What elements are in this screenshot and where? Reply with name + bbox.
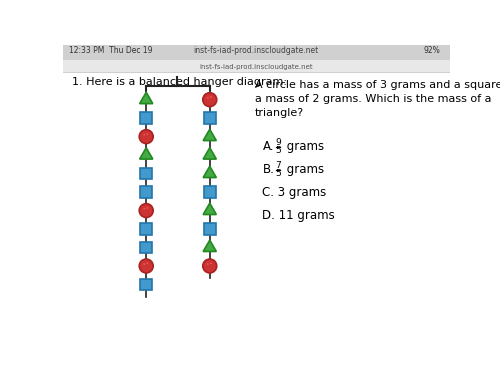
- Polygon shape: [203, 240, 216, 252]
- FancyBboxPatch shape: [204, 112, 216, 124]
- Text: grams: grams: [284, 163, 325, 176]
- Text: A.: A.: [262, 140, 274, 153]
- FancyBboxPatch shape: [204, 186, 216, 198]
- Text: A circle has a mass of 3 grams and a square has
a mass of 2 grams. Which is the : A circle has a mass of 3 grams and a squ…: [254, 80, 500, 118]
- FancyBboxPatch shape: [140, 279, 152, 290]
- FancyBboxPatch shape: [140, 112, 152, 124]
- Text: inst-fs-iad-prod.inscloudgate.net: inst-fs-iad-prod.inscloudgate.net: [200, 63, 313, 69]
- Polygon shape: [203, 203, 216, 214]
- Circle shape: [146, 207, 148, 209]
- Circle shape: [203, 259, 216, 273]
- Text: grams: grams: [284, 140, 325, 153]
- Circle shape: [144, 263, 145, 265]
- Circle shape: [144, 208, 145, 210]
- Polygon shape: [140, 92, 153, 104]
- FancyBboxPatch shape: [204, 223, 216, 235]
- Text: 7: 7: [275, 161, 281, 170]
- Circle shape: [139, 204, 153, 218]
- Circle shape: [144, 134, 145, 136]
- Text: C. 3 grams: C. 3 grams: [262, 186, 326, 200]
- Text: inst-fs-iad-prod.inscloudgate.net: inst-fs-iad-prod.inscloudgate.net: [194, 46, 319, 55]
- Polygon shape: [203, 129, 216, 141]
- Circle shape: [139, 259, 153, 273]
- Circle shape: [210, 262, 212, 264]
- FancyBboxPatch shape: [140, 168, 152, 179]
- FancyBboxPatch shape: [62, 60, 450, 72]
- Text: B.: B.: [262, 163, 274, 176]
- Circle shape: [207, 97, 208, 99]
- Polygon shape: [140, 148, 153, 159]
- Polygon shape: [203, 148, 216, 159]
- Text: 92%: 92%: [424, 46, 440, 55]
- Text: 5: 5: [275, 169, 281, 178]
- Circle shape: [146, 262, 148, 264]
- Text: 5: 5: [275, 146, 281, 155]
- Circle shape: [203, 93, 216, 106]
- Text: 1. Here is a balanced hanger diagram:: 1. Here is a balanced hanger diagram:: [72, 77, 287, 87]
- Text: D. 11 grams: D. 11 grams: [262, 210, 335, 222]
- Circle shape: [207, 263, 208, 265]
- FancyBboxPatch shape: [140, 223, 152, 235]
- FancyBboxPatch shape: [62, 45, 450, 60]
- Text: 12:33 PM  Thu Dec 19: 12:33 PM Thu Dec 19: [68, 46, 152, 55]
- Circle shape: [146, 133, 148, 135]
- FancyBboxPatch shape: [140, 186, 152, 198]
- Circle shape: [210, 96, 212, 98]
- Text: 9: 9: [275, 138, 281, 147]
- FancyBboxPatch shape: [140, 242, 152, 253]
- Polygon shape: [203, 166, 216, 177]
- Circle shape: [139, 130, 153, 144]
